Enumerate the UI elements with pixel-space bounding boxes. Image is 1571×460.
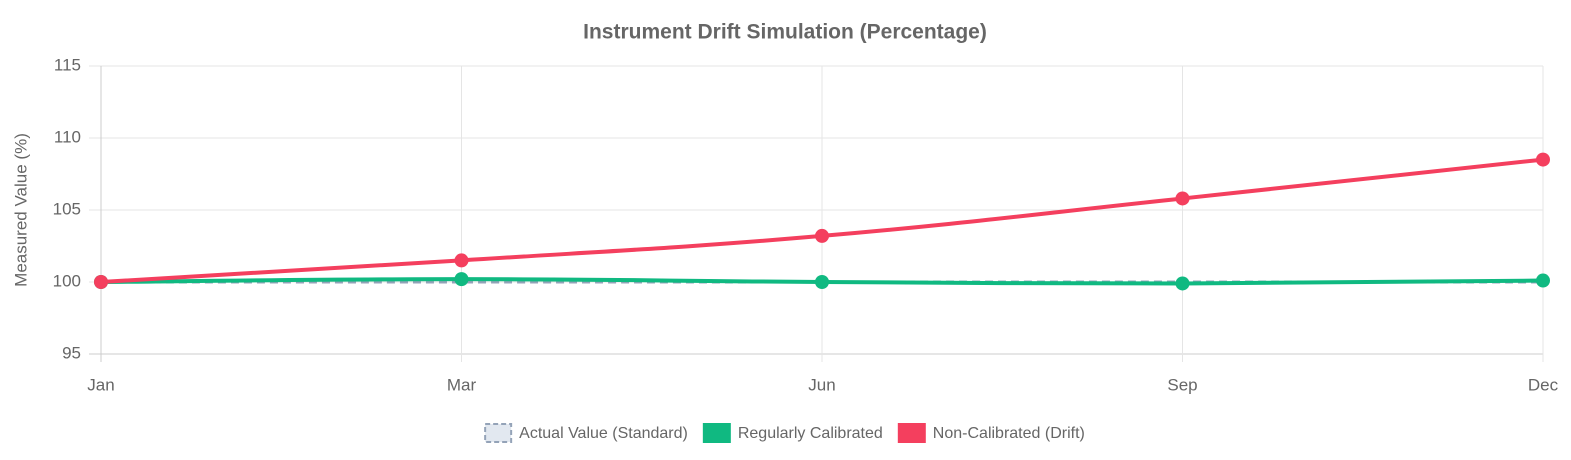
x-tick-label: Jan bbox=[87, 375, 114, 394]
x-tick-label: Sep bbox=[1167, 375, 1197, 394]
point bbox=[1536, 273, 1550, 288]
legend-label: Actual Value (Standard) bbox=[519, 425, 688, 442]
x-tick-label: Dec bbox=[1528, 375, 1559, 394]
legend-label: Regularly Calibrated bbox=[738, 425, 883, 442]
grid: 95 100 105 110 115 Jan Mar Jun Sep Dec bbox=[53, 55, 1559, 394]
legend-swatch bbox=[484, 423, 513, 443]
x-tick-label: Mar bbox=[447, 375, 477, 394]
y-tick-label: 100 bbox=[53, 271, 81, 290]
y-tick-label: 110 bbox=[54, 127, 81, 146]
lines bbox=[94, 152, 1550, 291]
y-axis-label: Measured Value (%) bbox=[11, 133, 30, 287]
y-tick-label: 95 bbox=[62, 343, 81, 362]
point bbox=[1536, 152, 1550, 167]
point bbox=[1175, 191, 1190, 206]
point bbox=[94, 275, 108, 289]
point bbox=[454, 272, 469, 287]
legend-swatch bbox=[897, 423, 926, 443]
y-tick-label: 115 bbox=[54, 55, 81, 74]
x-tick-label: Jun bbox=[808, 375, 835, 394]
legend-swatch bbox=[702, 423, 731, 443]
point bbox=[454, 253, 469, 268]
legend: Actual Value (Standard) Regularly Calibra… bbox=[484, 423, 1085, 443]
point bbox=[1175, 276, 1190, 291]
point bbox=[815, 275, 829, 289]
legend-label: Non-Calibrated (Drift) bbox=[933, 425, 1085, 442]
point bbox=[815, 228, 829, 243]
chart-title: Instrument Drift Simulation (Percentage) bbox=[583, 21, 987, 44]
y-tick-label: 105 bbox=[53, 199, 81, 218]
